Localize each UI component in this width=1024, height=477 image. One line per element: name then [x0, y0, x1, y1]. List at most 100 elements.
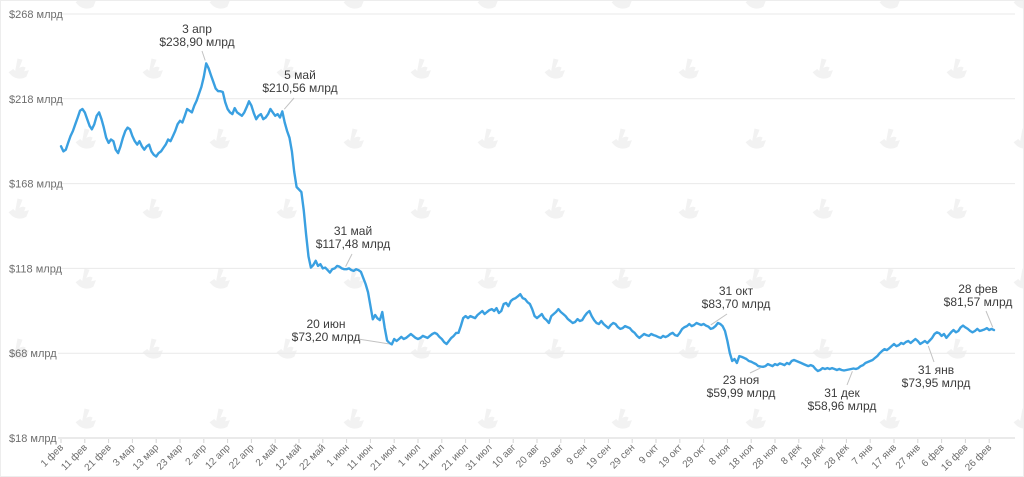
y-axis-label: $218 млрд — [9, 94, 63, 106]
annotation: 5 май $210,56 млрд — [262, 69, 337, 95]
x-axis-label: 18 дек — [799, 442, 828, 471]
forklog-logo-icon — [75, 1, 96, 9]
x-axis-label: 26 фев — [962, 442, 994, 474]
forklog-logo-icon — [75, 128, 96, 149]
forklog-logo-icon — [611, 408, 632, 429]
forklog-logo-icon — [477, 128, 498, 149]
annotation-date: 28 фев — [958, 282, 998, 296]
x-axis-label: 22 апр — [227, 442, 257, 472]
annotation: 31 дек $58,96 млрд — [808, 387, 877, 413]
annotation-date: 20 июн — [306, 317, 346, 331]
x-axis-label: 10 авг — [490, 442, 518, 470]
forklog-logo-icon — [75, 268, 96, 289]
x-axis-label: 21 фев — [82, 442, 114, 474]
forklog-logo-icon — [879, 128, 900, 149]
annotation-leader-line — [749, 367, 761, 374]
forklog-logo-icon — [544, 338, 565, 359]
y-axis-label: $268 млрд — [9, 9, 63, 21]
forklog-logo-icon — [879, 1, 900, 9]
annotation-date: 31 май — [333, 224, 373, 238]
y-axis-label: $18 млрд — [9, 433, 57, 445]
annotation-value: $58,96 млрд — [807, 399, 877, 413]
forklog-logo-icon — [8, 198, 29, 219]
x-axis-label: 12 апр — [203, 442, 233, 472]
forklog-logo-icon — [1013, 268, 1023, 289]
x-axis-label: 17 янв — [870, 442, 899, 471]
forklog-logo-icon — [1013, 408, 1023, 429]
forklog-logo-icon — [209, 128, 230, 149]
x-axis-label: 29 окт — [681, 442, 709, 470]
forklog-logo-icon — [477, 408, 498, 429]
y-axis-label: $168 млрд — [9, 179, 63, 191]
annotation: 28 фев $81,57 млрд — [944, 283, 1013, 309]
forklog-logo-icon — [946, 338, 967, 359]
axis-labels-layer: $268 млрд $218 млрд $168 млрд $118 млрд $68 … — [9, 9, 63, 445]
forklog-logo-icon — [142, 58, 163, 79]
x-axis-label: 28 ноя — [751, 442, 780, 471]
x-axis-label: 27 янв — [894, 442, 923, 471]
forklog-logo-icon — [209, 1, 230, 9]
annotation-leaders — [201, 50, 994, 386]
data-line — [59, 62, 996, 373]
annotation: 3 апр $238,90 млрд — [159, 23, 234, 49]
forklog-logo-icon — [276, 198, 297, 219]
forklog-logo-icon — [142, 338, 163, 359]
forklog-logo-icon — [1013, 128, 1023, 149]
annotation: 23 ноя $59,99 млрд — [707, 374, 776, 400]
forklog-logo-icon — [812, 338, 833, 359]
forklog-logo-icon — [879, 408, 900, 429]
annotation: 31 янв $73,95 млрд — [902, 364, 971, 390]
annotation: 31 май $117,48 млрд — [316, 225, 390, 251]
forklog-logo-icon — [745, 1, 766, 9]
forklog-logo-icon — [477, 268, 498, 289]
forklog-logo-icon — [8, 58, 29, 79]
forklog-logo-icon — [1013, 1, 1023, 9]
forklog-logo-icon — [544, 58, 565, 79]
forklog-logo-icon — [812, 198, 833, 219]
annotation-leader-line — [710, 313, 728, 326]
forklog-logo-icon — [745, 268, 766, 289]
x-axis-label: 29 сен — [608, 442, 637, 471]
forklog-logo-icon — [946, 198, 967, 219]
forklog-logo-icon — [410, 198, 431, 219]
forklog-logo-icon — [611, 128, 632, 149]
forklog-logo-icon — [343, 408, 364, 429]
annotation-date: 23 ноя — [722, 373, 760, 387]
x-axis-label: 28 дек — [823, 442, 852, 471]
forklog-logo-icon — [8, 338, 29, 359]
forklog-logo-icon — [678, 58, 699, 79]
forklog-logo-icon — [946, 58, 967, 79]
forklog-logo-icon — [611, 268, 632, 289]
x-axis-label: 19 окт — [657, 442, 685, 470]
annotation-value: $117,48 млрд — [315, 237, 391, 251]
annotation-leader-line — [985, 310, 994, 328]
annotation-leader-line — [927, 345, 935, 363]
annotation-leader-line — [357, 338, 389, 345]
forklog-logo-icon — [812, 58, 833, 79]
forklog-logo-icon — [410, 338, 431, 359]
forklog-logo-icon — [544, 198, 565, 219]
forklog-logo-icon — [678, 198, 699, 219]
annotation-leader-line — [345, 253, 353, 267]
series-layer — [59, 62, 996, 373]
x-axis-label: 19 сен — [585, 442, 614, 471]
annotation-leader-line — [201, 50, 206, 61]
forklog-logo-icon — [678, 338, 699, 359]
forklog-logo-icon — [142, 198, 163, 219]
annotation-value: $73,95 млрд — [901, 376, 971, 390]
forklog-logo-icon — [209, 408, 230, 429]
forklog-logo-icon — [745, 128, 766, 149]
annotation-leader-line — [846, 371, 853, 386]
annotation-date: 3 апр — [182, 22, 212, 36]
forklog-logo-icon — [343, 268, 364, 289]
forklog-logo-icon — [410, 58, 431, 79]
annotation-value: $59,99 млрд — [706, 386, 776, 400]
x-axis-label: 20 авг — [514, 442, 542, 470]
forklog-logo-icon — [879, 268, 900, 289]
annotation-value: $210,56 млрд — [262, 81, 338, 95]
y-axis-label: $68 млрд — [9, 348, 57, 360]
annotation: 20 июн $73,20 млрд — [292, 318, 361, 344]
x-axis-label: 18 ноя — [727, 442, 756, 471]
